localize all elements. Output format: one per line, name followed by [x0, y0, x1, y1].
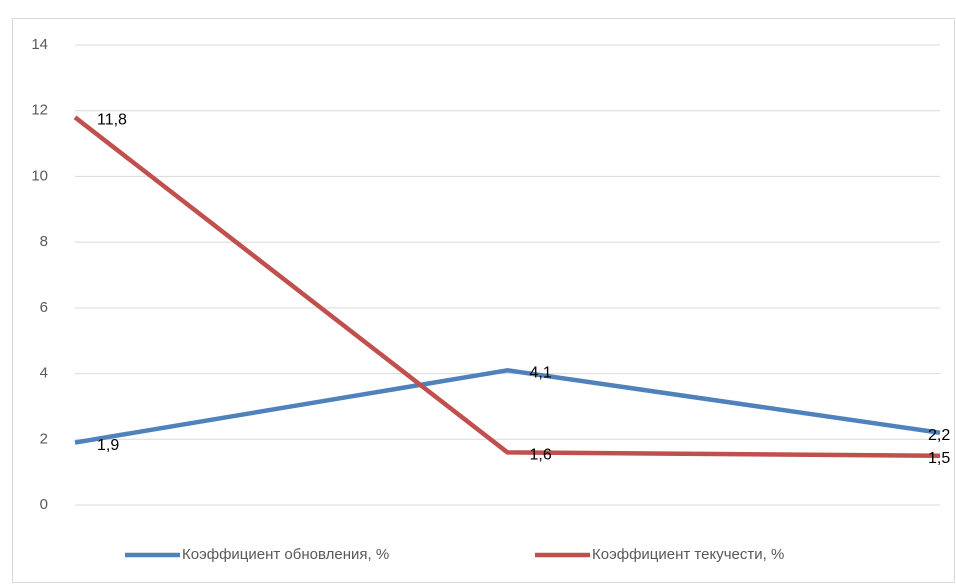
y-tick-label: 4 [40, 365, 48, 382]
y-tick-label: 10 [31, 167, 48, 184]
chart-border [12, 18, 955, 583]
y-tick-label: 12 [31, 102, 48, 119]
series-line [73, 115, 941, 458]
series-line [74, 368, 941, 445]
legend-label: Коэффициент текучести, % [592, 546, 784, 563]
y-tick-label: 14 [31, 36, 48, 53]
y-tick-label: 0 [40, 496, 48, 513]
data-label: 1,6 [530, 447, 552, 464]
data-label: 1,5 [928, 450, 950, 467]
data-label: 2,2 [928, 427, 950, 444]
y-tick-label: 6 [40, 299, 48, 316]
y-tick-label: 2 [40, 430, 48, 447]
data-label: 4,1 [530, 365, 552, 382]
legend-label: Коэффициент обновления, % [182, 546, 389, 563]
y-tick-label: 8 [40, 233, 48, 250]
data-label: 11,8 [97, 112, 127, 129]
data-label: 1,9 [97, 437, 119, 454]
